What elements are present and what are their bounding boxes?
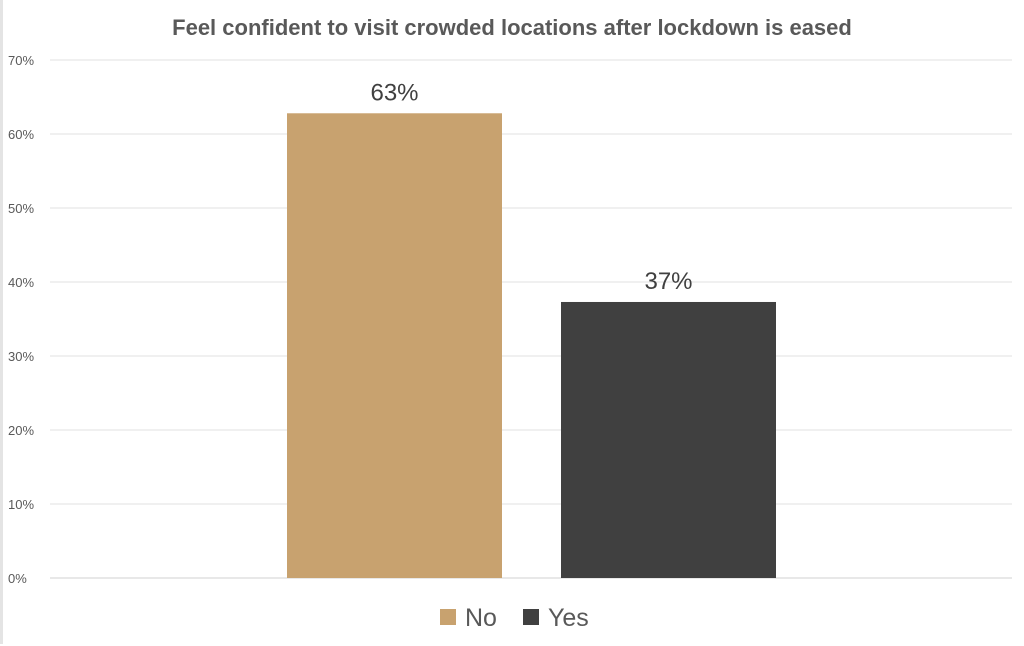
legend-swatch [440,609,456,625]
chart-title: Feel confident to visit crowded location… [172,15,852,40]
data-label: 63% [370,79,418,106]
y-tick-label: 70% [8,53,34,68]
legend-entry: No [465,604,497,632]
y-tick-label: 10% [8,497,34,512]
y-tick-label: 50% [8,201,34,216]
bar-yes [561,301,776,578]
y-tick-label: 40% [8,275,34,290]
legend-swatch [523,609,539,625]
y-tick-label: 60% [8,127,34,142]
y-tick-label: 20% [8,423,34,438]
y-tick-label: 30% [8,349,34,364]
legend-entry: Yes [548,604,589,632]
bar-no [287,113,502,578]
data-label: 37% [644,268,692,295]
y-tick-label: 0% [8,571,27,586]
